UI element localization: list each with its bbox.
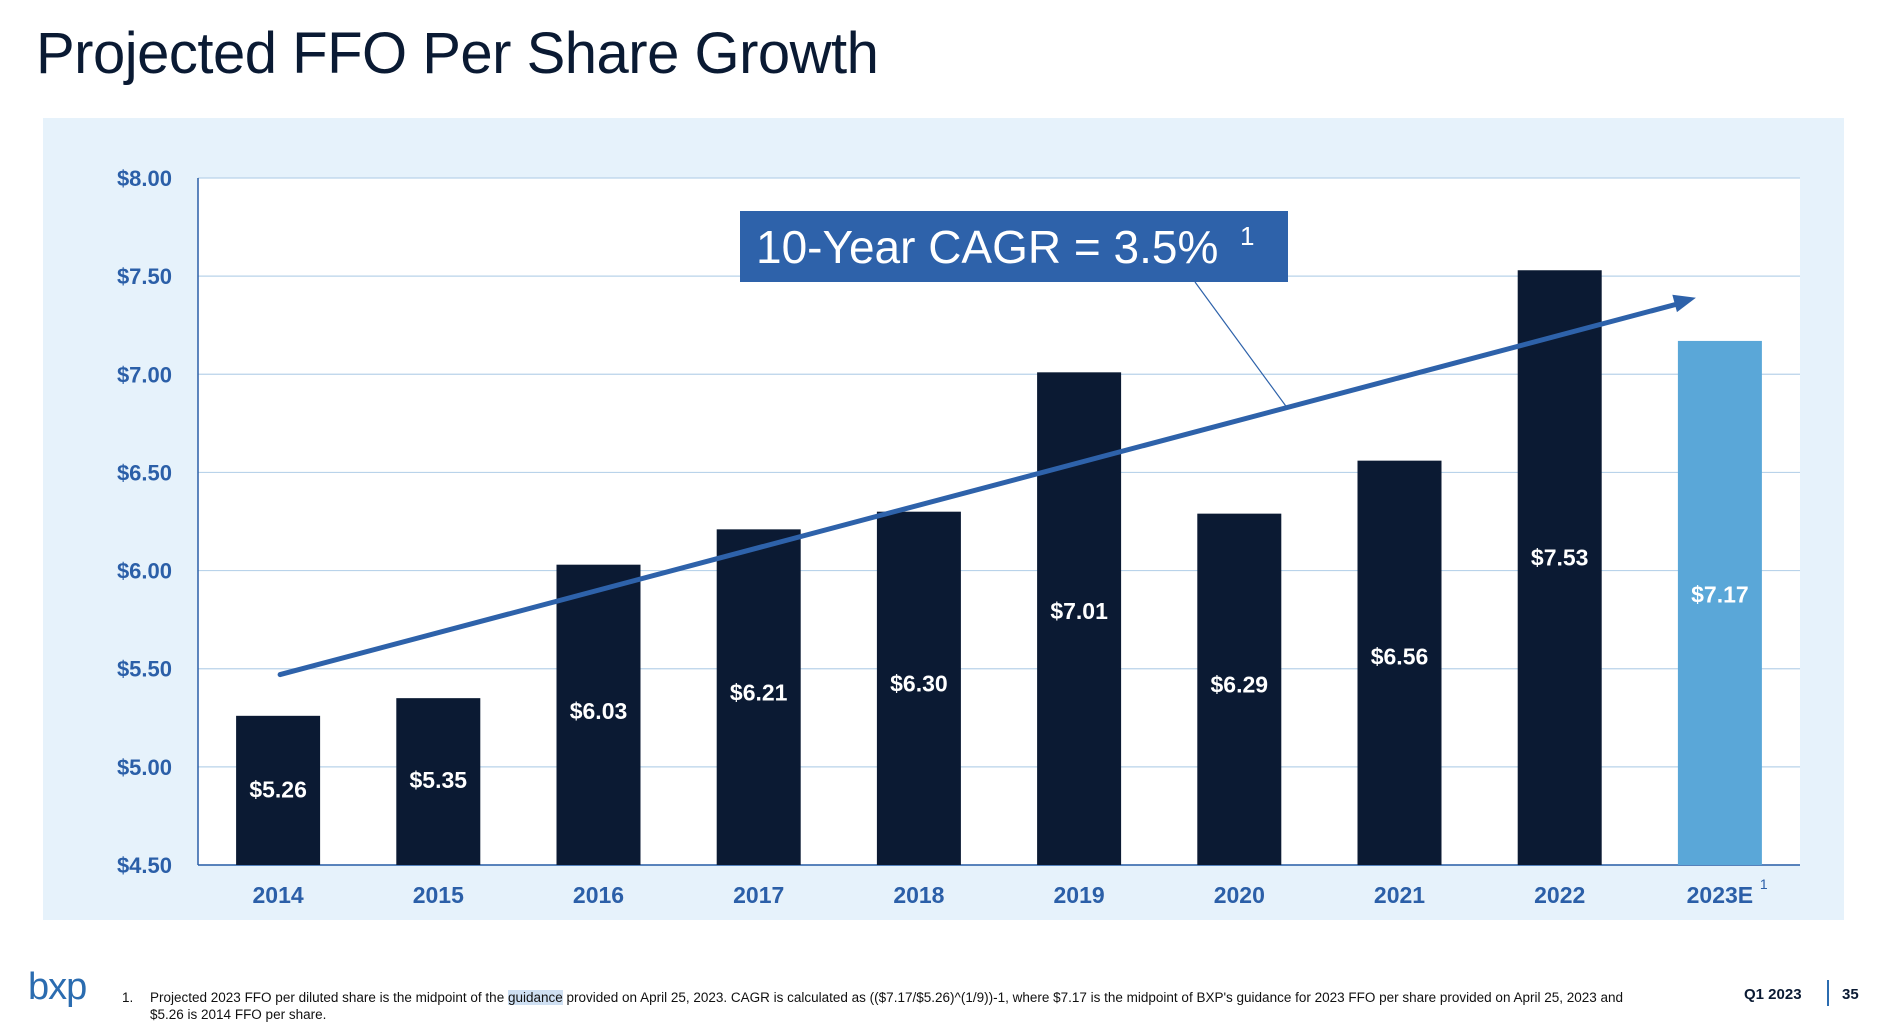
- footnote: 1. Projected 2023 FFO per diluted share …: [122, 989, 1642, 1023]
- footnote-text-pre: Projected 2023 FFO per diluted share is …: [150, 990, 508, 1005]
- y-tick-label: $6.00: [117, 559, 172, 584]
- x-tick-label: 2020: [1214, 882, 1265, 908]
- bxp-logo: bxp: [28, 966, 87, 1008]
- bar: [1197, 513, 1282, 865]
- bar: [1517, 270, 1602, 865]
- bar: [556, 564, 641, 865]
- bar-value-label: $7.01: [1050, 598, 1108, 624]
- x-tick-label: 2023E: [1687, 882, 1754, 908]
- y-tick-label: $4.50: [117, 853, 172, 878]
- bar: [1357, 460, 1442, 865]
- footnote-text: Projected 2023 FFO per diluted share is …: [150, 989, 1642, 1023]
- bar-value-label: $6.56: [1371, 644, 1429, 670]
- bar: [876, 511, 961, 865]
- x-tick-label: 2019: [1054, 882, 1105, 908]
- bar-value-label: $6.30: [890, 670, 948, 696]
- x-tick-label: 2021: [1374, 882, 1425, 908]
- cagr-callout-box: [740, 211, 1288, 282]
- cagr-callout-superscript: 1: [1240, 221, 1254, 251]
- period-label: Q1 2023: [1744, 986, 1802, 1003]
- x-tick-label: 2017: [733, 882, 784, 908]
- x-tick-label: 2014: [253, 882, 304, 908]
- footnote-number: 1.: [122, 990, 134, 1005]
- footer-divider: [1827, 980, 1829, 1006]
- x-tick-label: 2015: [413, 882, 464, 908]
- bar-value-label: $7.17: [1691, 581, 1749, 607]
- y-tick-label: $8.00: [117, 166, 172, 191]
- bar-value-label: $7.53: [1531, 545, 1589, 571]
- bar-value-label: $6.21: [730, 679, 788, 705]
- y-tick-label: $7.50: [117, 264, 172, 289]
- x-tick-label: 2016: [573, 882, 624, 908]
- bar: [1677, 340, 1762, 866]
- trend-arrow-line: [277, 299, 1689, 678]
- y-tick-label: $5.00: [117, 755, 172, 780]
- footnote-text-post: provided on April 25, 2023. CAGR is calc…: [150, 990, 1624, 1022]
- bar-value-label: $6.29: [1211, 671, 1269, 697]
- x-tick-superscript: 1: [1760, 876, 1768, 892]
- y-tick-label: $5.50: [117, 657, 172, 682]
- cagr-callout-text: 10-Year CAGR = 3.5%: [756, 221, 1218, 273]
- bar: [236, 715, 321, 865]
- slide-title: Projected FFO Per Share Growth: [36, 21, 879, 86]
- x-tick-label: 2022: [1534, 882, 1585, 908]
- trend-arrow-head: [1672, 294, 1696, 313]
- x-tick-label: 2018: [893, 882, 944, 908]
- bar-value-label: $5.26: [249, 776, 307, 802]
- y-tick-label: $6.50: [117, 460, 172, 485]
- footnote-highlight: guidance: [507, 990, 563, 1005]
- bar-value-label: $5.35: [410, 767, 468, 793]
- bar: [396, 698, 481, 865]
- callout-leader-line: [1194, 281, 1289, 410]
- bar-value-label: $6.03: [570, 698, 628, 724]
- page-number: 35: [1842, 986, 1859, 1003]
- y-tick-label: $7.00: [117, 362, 172, 387]
- bar: [716, 529, 801, 865]
